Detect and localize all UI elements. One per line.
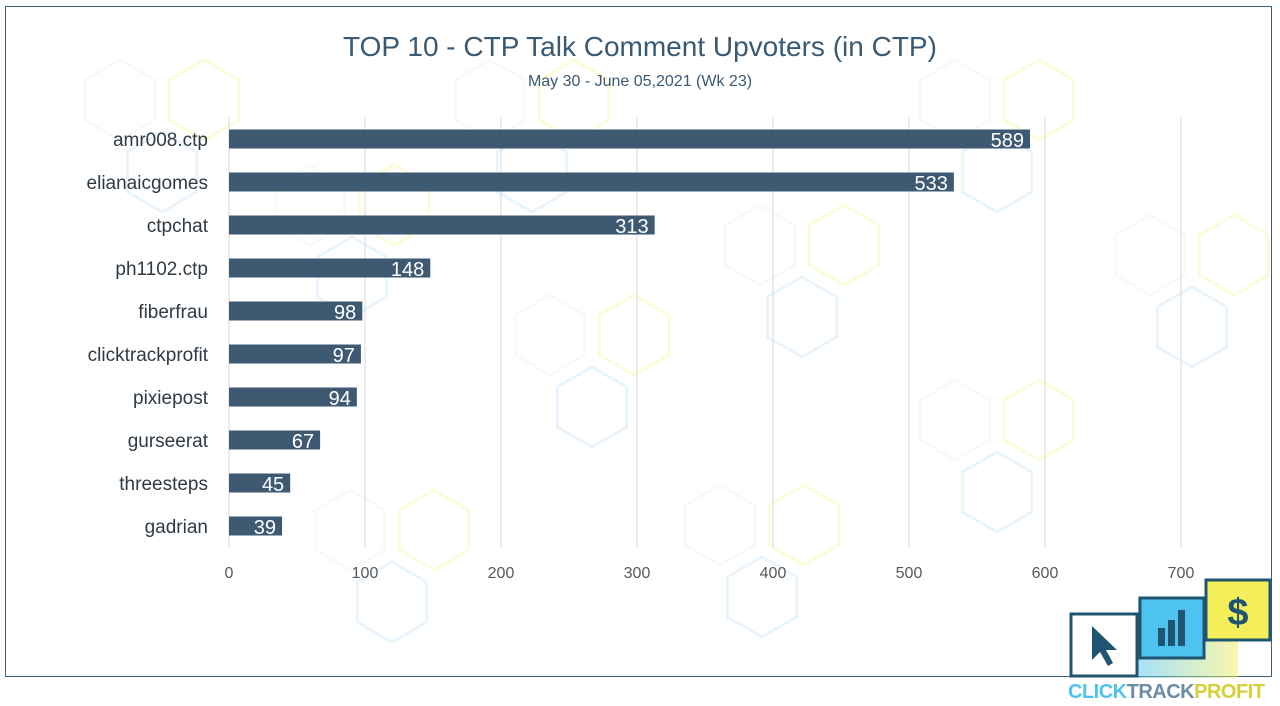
category-label: clicktrackprofit: [88, 345, 209, 366]
bar: [229, 473, 291, 493]
chart-subtitle: May 30 - June 05,2021 (Wk 23): [527, 73, 753, 90]
category-label: ph1102.ctp: [115, 259, 208, 280]
chart-frame: [5, 6, 1272, 677]
chart-title: TOP 10 - CTP Talk Comment Upvoters (in C…: [343, 31, 937, 62]
bar-chart-icon: [1138, 596, 1206, 660]
x-tick-label: 100: [352, 565, 379, 582]
data-label: 533: [915, 173, 948, 195]
svg-text:$: $: [1227, 592, 1248, 634]
watermark-hexagon: [767, 483, 841, 567]
data-label: 97: [333, 345, 355, 367]
category-label: gadrian: [145, 517, 208, 538]
x-tick-label: 700: [1168, 565, 1195, 582]
watermark-hexagon: [725, 555, 799, 639]
watermark-hexagon: [513, 293, 587, 377]
x-tick-label: 0: [225, 565, 234, 582]
bar: [229, 344, 361, 364]
data-label: 67: [292, 431, 314, 453]
watermark-hexagon: [1197, 213, 1271, 297]
x-tick-label: 400: [760, 565, 787, 582]
watermark-hexagon: [1002, 378, 1076, 462]
watermark-hexagon: [1002, 58, 1076, 142]
watermark-hexagon: [960, 130, 1034, 214]
category-label: fiberfrau: [138, 302, 208, 323]
bar: [229, 301, 363, 321]
bar: [229, 387, 357, 407]
watermark-hexagon: [83, 58, 157, 142]
watermark-hexagon: [313, 488, 387, 572]
category-label: pixiepost: [133, 388, 209, 409]
watermark-hexagon: [355, 560, 429, 644]
clicktrackprofit-logo: $ CLICKTRACKPROFIT: [1068, 578, 1272, 703]
bar: [229, 516, 283, 536]
watermark-hexagon: [807, 203, 881, 287]
watermark-hexagon: [723, 203, 797, 287]
watermark-hexagon: [683, 483, 757, 567]
bar: [229, 172, 954, 192]
logo-wordmark: CLICKTRACKPROFIT: [1068, 681, 1265, 703]
x-tick-label: 500: [896, 565, 923, 582]
dollar-icon: [1204, 578, 1272, 642]
data-label: 98: [334, 302, 356, 324]
watermark-hexagon: [1155, 285, 1229, 369]
watermark-hexagon: [960, 450, 1034, 534]
data-label: 45: [262, 474, 284, 496]
data-label: 313: [615, 216, 648, 238]
watermark-hexagon: [918, 378, 992, 462]
category-label: threesteps: [119, 474, 208, 495]
watermark-hexagon: [125, 130, 199, 214]
watermark-hexagon: [1113, 213, 1187, 297]
data-label: 94: [329, 388, 351, 410]
category-label: amr008.ctp: [113, 130, 208, 151]
data-label: 589: [991, 130, 1024, 152]
category-label: ctpchat: [147, 216, 209, 237]
bar: [229, 258, 431, 278]
bar: [229, 430, 321, 450]
watermark-hexagon: [495, 130, 569, 214]
data-label: 148: [391, 259, 424, 281]
bar: [229, 129, 1031, 149]
watermark-hexagon: [397, 488, 471, 572]
category-label: elianaicgomes: [87, 173, 208, 194]
data-label: 39: [254, 517, 276, 539]
x-tick-label: 200: [488, 565, 515, 582]
watermark-hexagon: [167, 58, 241, 142]
bar: [229, 215, 655, 235]
watermark-hexagon: [597, 293, 671, 377]
watermark-hexagon: [555, 365, 629, 449]
category-label: gurseerat: [128, 431, 209, 452]
x-tick-label: 600: [1032, 565, 1059, 582]
x-tick-label: 300: [624, 565, 651, 582]
watermark-hexagon: [765, 275, 839, 359]
